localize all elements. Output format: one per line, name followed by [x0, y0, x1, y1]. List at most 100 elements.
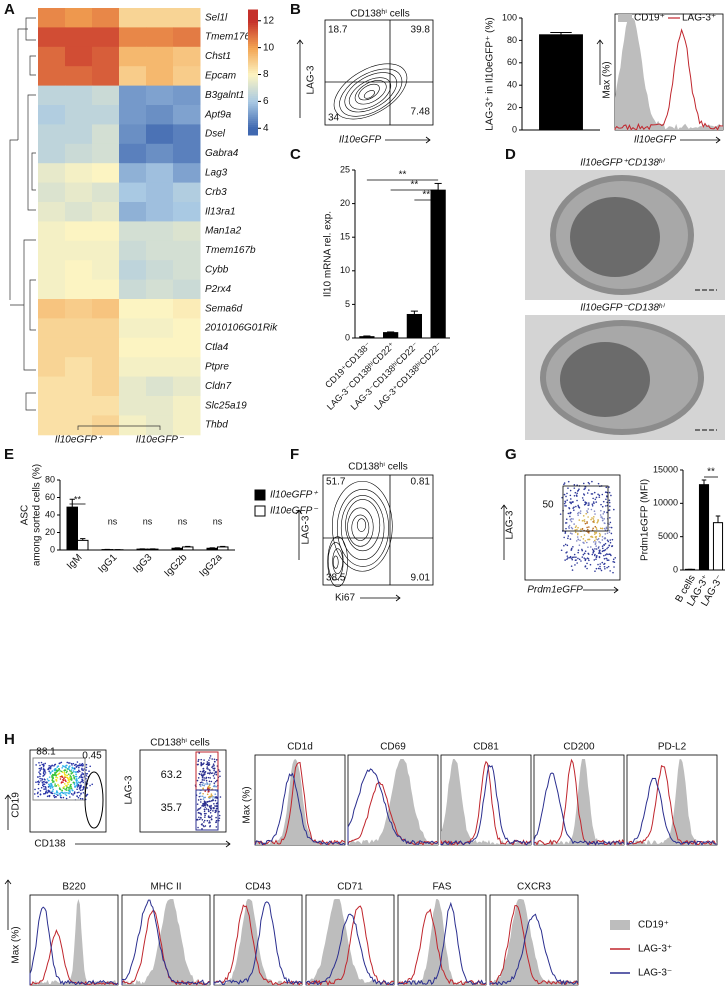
panel-letter: C	[290, 146, 301, 163]
event-dot	[570, 547, 573, 550]
event-dot	[67, 783, 69, 786]
event-dot	[214, 811, 217, 814]
histogram-line	[533, 758, 625, 847]
heatmap-cell	[119, 260, 147, 281]
event-dot	[35, 764, 37, 766]
event-dot	[65, 785, 68, 787]
histogram-line	[626, 765, 718, 846]
event-dot	[593, 539, 596, 542]
bar	[539, 34, 583, 131]
event-dot	[197, 777, 200, 779]
event-dot	[586, 557, 589, 559]
contour	[351, 514, 370, 541]
event-dot	[212, 807, 215, 810]
bar	[406, 313, 422, 339]
event-dot	[574, 491, 577, 494]
gene-label: B3galnt1	[205, 90, 244, 101]
colorbar-step	[248, 88, 258, 92]
event-dot	[70, 792, 73, 795]
heatmap-cell	[92, 357, 120, 378]
event-dot	[215, 773, 218, 776]
event-dot	[48, 783, 50, 786]
event-dot	[79, 797, 82, 800]
event-dot	[565, 505, 567, 507]
gene-label: Tmem167b	[205, 245, 256, 256]
event-dot	[609, 516, 611, 519]
event-dot	[54, 769, 56, 772]
event-dot	[64, 766, 67, 768]
event-dot	[88, 770, 90, 772]
histogram-line	[347, 768, 439, 845]
event-dot	[64, 788, 66, 791]
event-dot	[199, 801, 202, 803]
legend-swatch	[610, 920, 630, 930]
event-dot	[605, 505, 607, 507]
contour	[347, 507, 374, 547]
event-dot	[37, 787, 40, 790]
heatmap-cell	[146, 376, 174, 397]
event-dot	[597, 567, 600, 570]
heatmap-cell	[38, 66, 66, 87]
event-dot	[73, 777, 75, 779]
event-dot	[601, 517, 604, 520]
colorbar-step	[248, 92, 258, 96]
colorbar-step	[248, 72, 258, 76]
event-dot	[573, 509, 575, 511]
event-dot	[70, 773, 72, 775]
event-dot	[600, 509, 602, 512]
event-dot	[197, 826, 199, 829]
event-dot	[563, 544, 565, 547]
event-dot	[593, 502, 595, 505]
event-dot	[199, 792, 202, 794]
event-dot	[209, 757, 211, 759]
event-dot	[599, 514, 602, 516]
histogram-title: CD1d	[287, 742, 313, 753]
event-dot	[70, 770, 72, 773]
heatmap-cell	[146, 279, 174, 300]
error-bar	[434, 182, 442, 191]
event-dot	[599, 541, 602, 544]
event-dot	[573, 483, 576, 486]
colorbar-step	[248, 97, 258, 101]
event-dot	[48, 764, 50, 767]
event-dot	[578, 507, 581, 509]
heatmap-cell	[65, 163, 93, 184]
colorbar-step	[248, 115, 258, 119]
event-dot	[81, 762, 84, 765]
dendrogram	[77, 425, 161, 430]
event-dot	[60, 796, 62, 799]
event-dot	[61, 767, 63, 769]
event-dot	[76, 761, 79, 763]
event-dot	[207, 785, 210, 788]
event-dot	[597, 537, 600, 540]
event-dot	[40, 786, 43, 789]
significance: **	[74, 494, 82, 504]
event-dot	[48, 794, 51, 797]
event-dot	[596, 554, 598, 557]
event-dot	[77, 764, 80, 767]
event-dot	[603, 511, 605, 513]
event-dot	[593, 533, 596, 535]
heatmap-cell	[92, 260, 120, 281]
event-dot	[609, 541, 612, 544]
event-dot	[76, 782, 79, 785]
event-dot	[42, 775, 44, 777]
colorbar-step	[248, 63, 258, 67]
event-dot	[64, 779, 67, 781]
gene-label: 2010106G01Rik	[204, 323, 278, 334]
event-dot	[68, 780, 71, 782]
gene-label: Tmem176a	[205, 32, 256, 43]
event-dot	[200, 758, 203, 761]
event-dot	[595, 556, 598, 559]
event-dot	[46, 792, 49, 794]
event-dot	[576, 492, 578, 495]
event-dot	[203, 810, 206, 813]
event-dot	[51, 779, 54, 782]
event-dot	[74, 785, 76, 787]
heatmap-cell	[146, 318, 174, 339]
error-bar	[410, 310, 418, 315]
event-dot	[86, 787, 88, 789]
event-dot	[565, 522, 568, 524]
event-dot	[79, 764, 81, 767]
event-dot	[570, 517, 573, 520]
